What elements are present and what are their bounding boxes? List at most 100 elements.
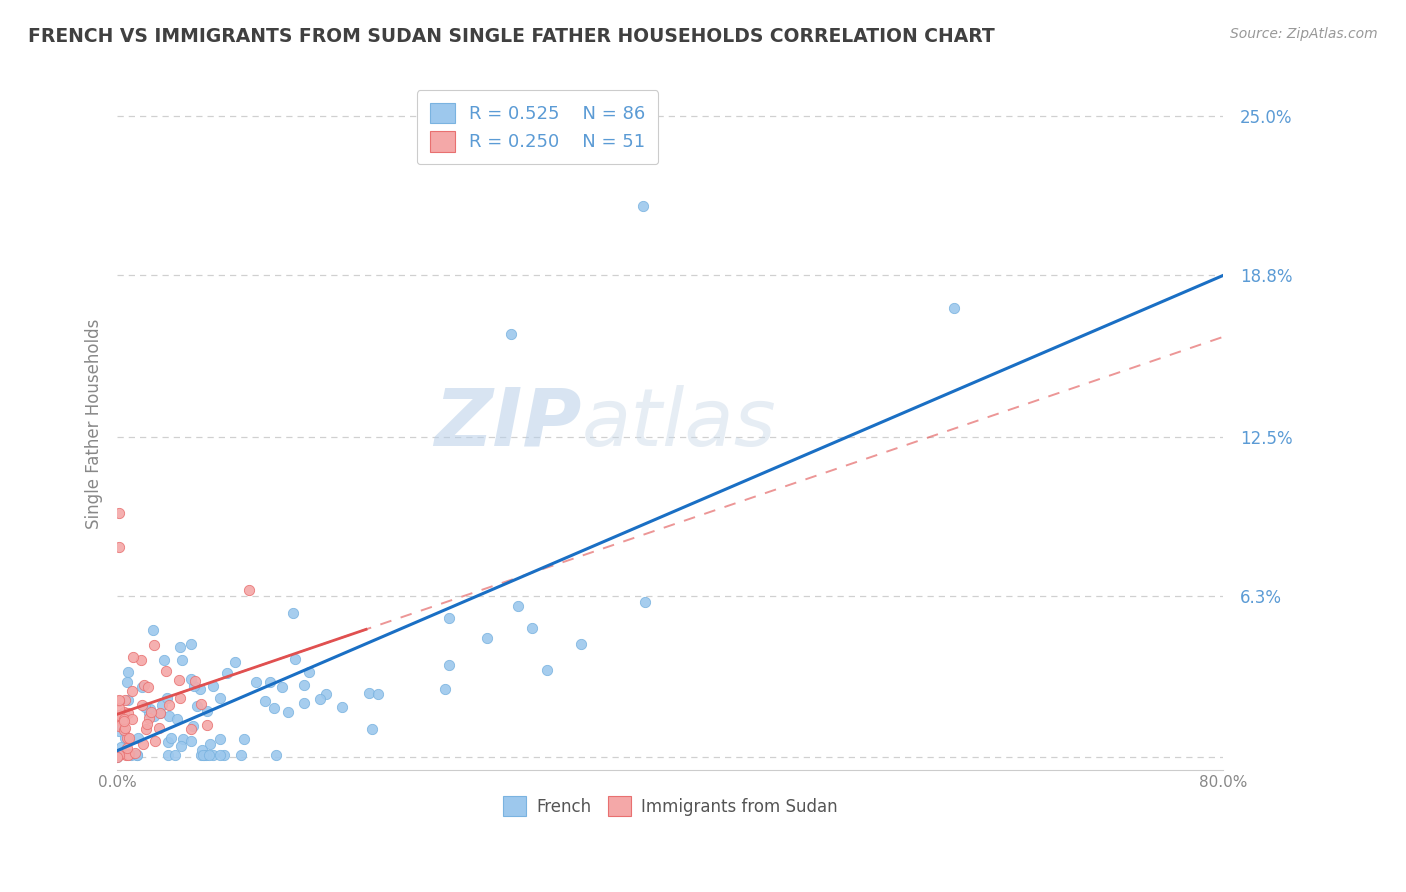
Point	[114, 714, 136, 728]
Point	[108, 747, 131, 762]
Point	[270, 681, 292, 695]
Point	[139, 702, 162, 716]
Point	[157, 708, 180, 723]
Point	[208, 731, 231, 746]
Point	[148, 722, 170, 736]
Point	[157, 735, 180, 749]
Point	[125, 747, 148, 762]
Point	[138, 706, 160, 720]
Point	[114, 731, 136, 745]
Point	[153, 653, 176, 667]
Point	[254, 694, 277, 708]
Point	[131, 698, 153, 712]
Point	[360, 722, 382, 736]
Point	[357, 686, 380, 700]
Point	[942, 301, 965, 316]
Point	[238, 583, 260, 598]
Point	[208, 691, 231, 706]
Point	[180, 637, 202, 651]
Point	[212, 747, 235, 762]
Point	[117, 693, 139, 707]
Point	[118, 747, 141, 761]
Y-axis label: Single Father Households: Single Father Households	[86, 318, 103, 529]
Point	[117, 706, 139, 720]
Point	[183, 674, 205, 689]
Point	[117, 665, 139, 679]
Point	[129, 653, 152, 667]
Point	[107, 507, 129, 521]
Point	[112, 714, 135, 728]
Point	[165, 747, 187, 762]
Point	[114, 693, 136, 707]
Point	[501, 326, 523, 341]
Point	[201, 747, 224, 762]
Point	[208, 747, 231, 762]
Point	[105, 750, 128, 764]
Point	[193, 747, 215, 762]
Point	[180, 734, 202, 748]
Point	[308, 692, 330, 706]
Point	[224, 655, 246, 669]
Point	[294, 697, 316, 711]
Point	[160, 731, 183, 745]
Point	[155, 690, 177, 705]
Point	[107, 693, 129, 707]
Point	[115, 740, 138, 755]
Point	[186, 699, 208, 714]
Point	[121, 683, 143, 698]
Point	[198, 747, 221, 762]
Point	[231, 747, 253, 762]
Point	[281, 606, 304, 620]
Point	[125, 747, 148, 762]
Point	[195, 704, 218, 718]
Point	[107, 713, 129, 727]
Point	[190, 682, 212, 697]
Point	[132, 737, 155, 751]
Point	[190, 747, 212, 762]
Point	[259, 675, 281, 690]
Point	[292, 677, 315, 691]
Point	[180, 722, 202, 736]
Point	[536, 664, 558, 678]
Point	[264, 747, 287, 762]
Point	[118, 731, 141, 745]
Point	[112, 723, 135, 738]
Point	[141, 705, 163, 719]
Point	[277, 705, 299, 719]
Point	[190, 698, 212, 712]
Point	[508, 599, 530, 613]
Point	[149, 706, 172, 720]
Point	[107, 540, 129, 554]
Point	[138, 711, 160, 725]
Point	[263, 701, 285, 715]
Point	[143, 638, 166, 652]
Point	[121, 712, 143, 726]
Point	[107, 707, 129, 722]
Point	[107, 719, 129, 733]
Point	[217, 665, 239, 680]
Point	[157, 698, 180, 712]
Point	[132, 677, 155, 691]
Point	[477, 632, 499, 646]
Point	[170, 739, 193, 753]
Point	[107, 711, 129, 725]
Point	[173, 732, 195, 747]
Point	[107, 723, 129, 738]
Point	[298, 665, 321, 679]
Point	[200, 737, 222, 751]
Point	[149, 706, 172, 720]
Point	[112, 712, 135, 726]
Point	[183, 679, 205, 693]
Point	[157, 747, 180, 762]
Point	[114, 722, 136, 736]
Point	[127, 731, 149, 745]
Text: ZIP: ZIP	[434, 384, 582, 463]
Point	[170, 653, 193, 667]
Point	[315, 687, 337, 701]
Point	[122, 649, 145, 664]
Point	[520, 621, 543, 635]
Point	[107, 694, 129, 708]
Point	[166, 712, 188, 726]
Point	[437, 657, 460, 672]
Point	[191, 743, 214, 757]
